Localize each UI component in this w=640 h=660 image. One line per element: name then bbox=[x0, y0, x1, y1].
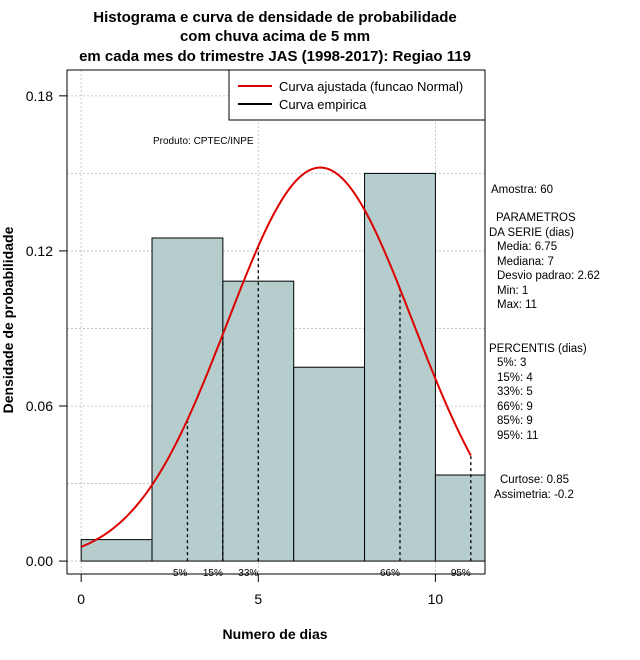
stat-mediana: Mediana: 7 bbox=[497, 256, 554, 268]
histogram-bar bbox=[293, 366, 366, 562]
y-tick-label: 0.12 bbox=[26, 243, 53, 259]
stat-param-header-2: DA SERIE (dias) bbox=[489, 227, 574, 239]
stat-min: Min: 1 bbox=[497, 285, 528, 297]
stats-panel: Amostra: 60 PARAMETROS DA SERIE (dias) M… bbox=[489, 184, 600, 501]
y-tick-label: 0.06 bbox=[26, 398, 53, 414]
y-axis-label: Densidade de probabilidade bbox=[0, 226, 16, 413]
histogram-bar bbox=[151, 237, 224, 562]
stat-media: Media: 6.75 bbox=[497, 241, 557, 253]
legend-box bbox=[228, 69, 486, 121]
fitted-normal-curve bbox=[80, 166, 472, 548]
stat-assimetria: Assimetria: -0.2 bbox=[494, 489, 574, 501]
x-tick-label: 0 bbox=[77, 591, 85, 607]
x-tick-label: 5 bbox=[254, 591, 262, 607]
stat-p85: 85%: 9 bbox=[497, 415, 533, 427]
stat-percentis-header: PERCENTIS (dias) bbox=[489, 343, 587, 355]
curve-layer bbox=[80, 166, 472, 548]
chart-title-line-3: em cada mes do trimestre JAS (1998-2017)… bbox=[79, 48, 471, 65]
x-axis-label: Numero de dias bbox=[222, 626, 327, 642]
legend-label-fitted: Curva ajustada (funcao Normal) bbox=[279, 79, 463, 94]
stat-p33: 33%: 5 bbox=[497, 386, 533, 398]
bars-layer bbox=[80, 172, 486, 562]
chart-title-line-1: Histograma e curva de densidade de proba… bbox=[93, 9, 456, 26]
stat-param-header-1: PARAMETROS bbox=[496, 212, 576, 224]
stat-p66: 66%: 9 bbox=[497, 401, 533, 413]
stat-desvio: Desvio padrao: 2.62 bbox=[497, 270, 600, 282]
y-tick-label: 0.18 bbox=[26, 88, 53, 104]
histogram-bar bbox=[434, 474, 486, 562]
stat-amostra: Amostra: 60 bbox=[491, 184, 553, 196]
stat-p15: 15%: 4 bbox=[497, 372, 533, 384]
x-tick-label: 10 bbox=[428, 591, 444, 607]
stat-max: Max: 11 bbox=[497, 299, 537, 311]
credit-text: Produto: CPTEC/INPE bbox=[153, 136, 254, 147]
stat-p95: 95%: 11 bbox=[497, 430, 538, 442]
y-tick-label: 0.00 bbox=[26, 553, 53, 569]
legend-label-empirical: Curva empirica bbox=[279, 97, 367, 112]
legend: Curva ajustada (funcao Normal) Curva emp… bbox=[228, 69, 486, 121]
stat-curtose: Curtose: 0.85 bbox=[500, 474, 569, 486]
chart-title-line-2: com chuva acima de 5 mm bbox=[180, 28, 370, 45]
stat-p5: 5%: 3 bbox=[497, 357, 526, 369]
